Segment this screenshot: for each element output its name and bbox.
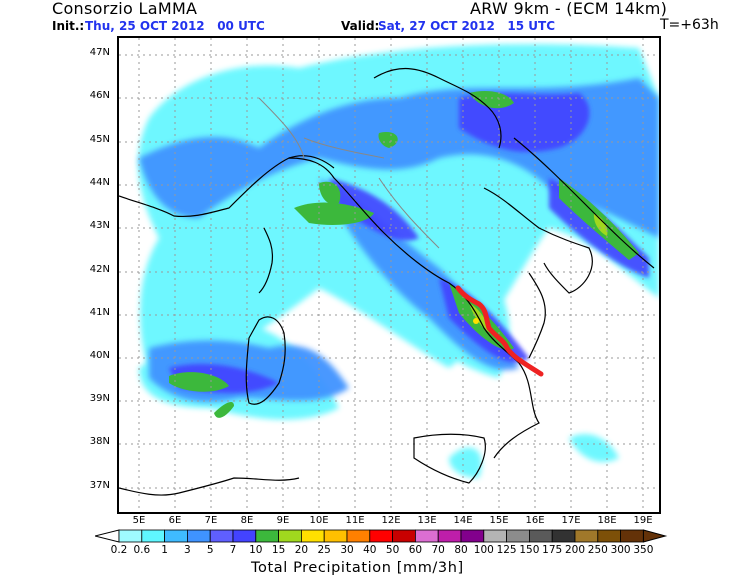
lat-lon-grid: [119, 38, 659, 512]
colorbar-label: 5: [206, 544, 214, 556]
colorbar-max-arrow: [642, 529, 668, 543]
colorbar-label: 125: [496, 544, 517, 556]
model-title: ARW 9km - (ECM 14km): [470, 0, 668, 18]
colorbar-label: 175: [542, 544, 563, 556]
colorbar-min-arrow: [95, 529, 120, 543]
colorbar-cell: [300, 529, 325, 543]
colorbar-title: Total Precipitation [mm/3h]: [251, 560, 464, 576]
colorbar-label: 350: [633, 544, 654, 556]
colorbar-label: 0.2: [110, 544, 128, 556]
colorbar-label: 80: [454, 544, 468, 556]
colorbar-label: 300: [610, 544, 631, 556]
red-track-line: [455, 285, 544, 377]
colorbar-label: 25: [317, 544, 331, 556]
colorbar-cell: [483, 529, 507, 543]
lat-tick: 43N: [89, 220, 110, 231]
lon-tick: 12E: [381, 515, 401, 526]
lat-tick: 40N: [89, 350, 110, 361]
colorbar-cell: [574, 529, 599, 543]
lon-tick: 11E: [345, 515, 365, 526]
lon-tick: 6E: [168, 515, 182, 526]
colorbar-cell: [118, 529, 143, 543]
lat-tick: 41N: [89, 307, 110, 318]
colorbar-cell: [392, 529, 416, 543]
colorbar-label: 10: [249, 544, 263, 556]
colorbar-cell: [187, 529, 211, 543]
lat-tick: 45N: [89, 134, 110, 145]
colorbar-label: 70: [431, 544, 445, 556]
colorbar-label: 50: [385, 544, 400, 556]
colorbar-cell: [278, 529, 302, 543]
precipitation-map: [117, 36, 661, 514]
lon-tick: 15E: [489, 515, 509, 526]
colorbar-label: 150: [519, 544, 540, 556]
lat-tick: 37N: [89, 480, 110, 491]
map-graphic: [119, 38, 659, 512]
colorbar-cell: [232, 529, 257, 543]
colorbar-cells: [118, 529, 668, 543]
valid-value: Sat, 27 OCT 2012 15 UTC: [378, 19, 556, 33]
colorbar-cell: [437, 529, 462, 543]
coastlines: [119, 67, 655, 496]
colorbar-label: 250: [587, 544, 608, 556]
lon-tick: 18E: [597, 515, 617, 526]
lon-tick: 13E: [417, 515, 437, 526]
lat-tick: 47N: [89, 47, 110, 58]
colorbar-label: 30: [340, 544, 354, 556]
colorbar-cell: [369, 529, 393, 543]
precip-max-spot: [473, 318, 479, 324]
borders: [258, 97, 440, 249]
colorbar-label: 0.6: [133, 544, 151, 556]
colorbar-cell: [460, 529, 485, 543]
colorbar-cell: [551, 529, 576, 543]
lon-tick: 19E: [633, 515, 653, 526]
lon-tick: 9E: [276, 515, 290, 526]
lon-tick: 8E: [240, 515, 254, 526]
lon-tick: 16E: [525, 515, 545, 526]
colorbar-cell: [323, 529, 348, 543]
init-label: Init.:: [52, 19, 85, 33]
colorbar-cell: [506, 529, 530, 543]
colorbar-label: 200: [564, 544, 586, 556]
lat-tick: 44N: [89, 177, 110, 188]
colorbar-label: 7: [229, 544, 237, 556]
colorbar-cell: [597, 529, 621, 543]
colorbar-label: 3: [184, 544, 191, 556]
colorbar-label: 100: [473, 544, 494, 556]
forecast-step: T=+63h: [660, 17, 719, 33]
lon-tick: 5E: [132, 515, 146, 526]
lon-tick: 17E: [561, 515, 581, 526]
colorbar-cell: [528, 529, 553, 543]
colorbar-label: 40: [363, 544, 377, 556]
colorbar-label: 60: [408, 544, 423, 556]
colorbar-cell: [414, 529, 439, 543]
lat-tick: 38N: [89, 436, 110, 447]
lon-tick: 10E: [309, 515, 329, 526]
colorbar-label: 1: [161, 544, 168, 556]
colorbar-cell: [255, 529, 280, 543]
valid-label: Valid:: [341, 19, 380, 33]
colorbar-label: 15: [271, 544, 286, 556]
lat-tick: 42N: [89, 264, 110, 275]
colorbar-cell: [209, 529, 234, 543]
colorbar-cell: [164, 529, 188, 543]
lat-tick: 46N: [89, 90, 110, 101]
colorbar-cell: [141, 529, 165, 543]
lon-tick: 14E: [453, 515, 473, 526]
lon-tick: 7E: [204, 515, 218, 526]
colorbar-cell: [346, 529, 371, 543]
organization-title: Consorzio LaMMA: [52, 0, 198, 18]
colorbar: [95, 529, 668, 543]
init-value: Thu, 25 OCT 2012 00 UTC: [85, 19, 265, 33]
colorbar-label: 20: [294, 544, 309, 556]
lat-tick: 39N: [89, 393, 110, 404]
colorbar-cell: [620, 529, 644, 543]
